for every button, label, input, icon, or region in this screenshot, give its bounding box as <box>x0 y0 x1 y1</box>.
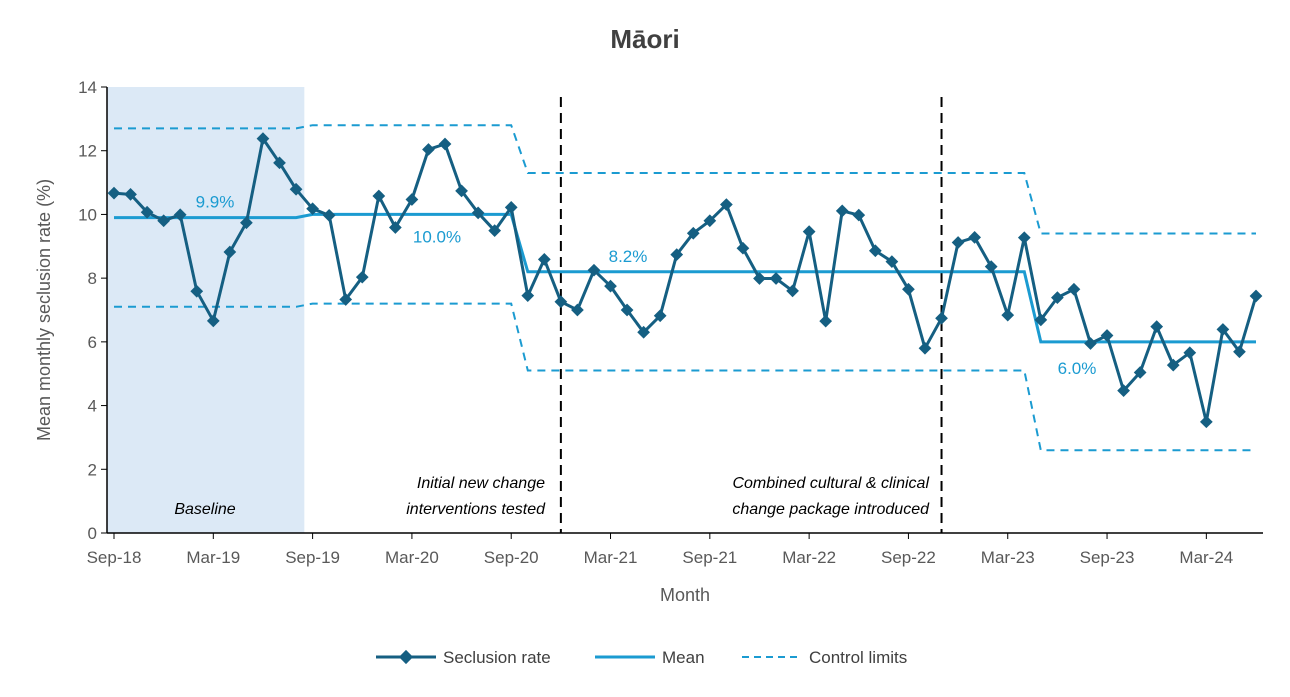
legend-marker-seclusion <box>398 649 414 665</box>
seclusion-rate-point <box>190 284 204 298</box>
seclusion-rate-point <box>405 193 419 206</box>
seclusion-rate-point <box>438 137 452 151</box>
phase-label-combined-2: change package introduced <box>732 501 930 518</box>
seclusion-rate-point <box>1067 282 1081 296</box>
mean-label: 10.0% <box>413 227 461 246</box>
x-tick-label: Mar-22 <box>782 548 836 567</box>
seclusion-rate-point <box>306 202 319 216</box>
legend-label-limits: Control limits <box>809 648 907 667</box>
seclusion-rate-point <box>1100 329 1114 342</box>
seclusion-rate-point <box>521 289 535 303</box>
y-tick-label: 0 <box>88 524 97 543</box>
seclusion-rate-point <box>206 314 220 328</box>
seclusion-rate-point <box>968 231 982 244</box>
seclusion-rate-point <box>802 225 816 238</box>
seclusion-rate-point <box>902 282 915 296</box>
seclusion-rate-point <box>951 236 965 249</box>
phase-label-combined-1: Combined cultural & clinical <box>732 475 929 492</box>
seclusion-rate-point <box>852 208 866 222</box>
x-tick-label: Mar-20 <box>385 548 439 567</box>
seclusion-rate-point <box>339 293 353 306</box>
y-tick-label: 2 <box>88 460 97 479</box>
seclusion-rate-point <box>289 182 303 196</box>
seclusion-rate-point <box>488 224 502 238</box>
x-tick-label: Sep-20 <box>484 548 539 567</box>
x-tick-label: Mar-19 <box>186 548 240 567</box>
x-tick-label: Sep-22 <box>881 548 936 567</box>
phase-label-initial-1: Initial new change <box>417 475 545 492</box>
seclusion-rate-point <box>571 303 584 317</box>
seclusion-rate-point <box>223 245 237 259</box>
mean-line <box>114 212 1256 344</box>
y-axis-label: Mean monthly seclusion rate (%) <box>34 179 54 441</box>
seclusion-rate-point <box>322 209 336 222</box>
legend-label-seclusion: Seclusion rate <box>443 648 551 667</box>
seclusion-rate-point <box>753 272 766 285</box>
seclusion-rate-point <box>388 221 402 234</box>
seclusion-rate-point <box>355 270 369 284</box>
upper-control-limit <box>114 124 1256 235</box>
seclusion-rate-point <box>504 201 518 214</box>
seclusion-rate-point <box>736 241 750 255</box>
seclusion-rate-point <box>918 341 932 355</box>
seclusion-rate-point <box>157 214 171 228</box>
seclusion-rate-point <box>372 189 386 203</box>
seclusion-rate-point <box>471 206 485 220</box>
y-tick-label: 6 <box>88 333 97 352</box>
seclusion-rate-point <box>256 132 270 145</box>
mean-label: 6.0% <box>1058 359 1097 378</box>
seclusion-rate-point <box>140 205 154 219</box>
phase-label-baseline: Baseline <box>174 501 235 518</box>
seclusion-rate-point <box>1084 337 1097 350</box>
x-tick-label: Sep-23 <box>1080 548 1135 567</box>
seclusion-rate-point <box>107 186 121 200</box>
seclusion-rate-point <box>1001 308 1015 322</box>
x-tick-label: Mar-24 <box>1179 548 1233 567</box>
y-tick-label: 14 <box>78 78 97 97</box>
seclusion-rate-point <box>1150 320 1164 333</box>
mean-label: 9.9% <box>196 193 235 212</box>
seclusion-rate-point <box>422 143 435 156</box>
y-tick-label: 12 <box>78 142 97 161</box>
x-tick-label: Mar-23 <box>981 548 1035 567</box>
legend-label-mean: Mean <box>662 648 705 667</box>
seclusion-rate-point <box>835 204 849 218</box>
seclusion-rate-point <box>273 156 286 170</box>
phase-label-initial-2: interventions tested <box>406 501 546 518</box>
x-tick-label: Sep-18 <box>87 548 142 567</box>
seclusion-rate-point <box>1199 415 1213 429</box>
chart-title: Māori <box>610 24 679 54</box>
x-axis-label: Month <box>660 585 710 605</box>
lower-control-limit <box>114 302 1256 452</box>
x-tick-label: Sep-19 <box>285 548 340 567</box>
seclusion-rate-point <box>1249 289 1263 303</box>
x-tick-label: Mar-21 <box>584 548 638 567</box>
seclusion-rate-point <box>173 208 187 222</box>
seclusion-rate-point <box>537 252 551 266</box>
seclusion-rate-point <box>1017 231 1031 245</box>
y-tick-label: 4 <box>88 397 97 416</box>
seclusion-rate-point <box>935 311 948 325</box>
seclusion-rate-point <box>240 216 253 230</box>
y-tick-label: 8 <box>88 269 97 288</box>
x-tick-label: Sep-21 <box>682 548 737 567</box>
seclusion-rate-line <box>113 137 1258 424</box>
seclusion-rate-point <box>554 295 568 309</box>
y-tick-label: 10 <box>78 205 97 224</box>
seclusion-rate-point <box>455 184 468 198</box>
seclusion-rate-point <box>819 314 833 328</box>
mean-label: 8.2% <box>609 247 648 266</box>
